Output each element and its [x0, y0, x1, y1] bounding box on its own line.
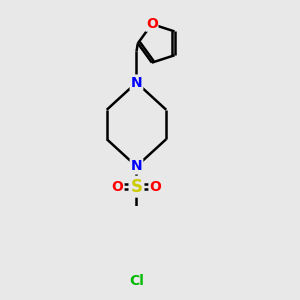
- Text: N: N: [131, 76, 142, 90]
- Text: S: S: [130, 178, 142, 196]
- Text: Cl: Cl: [129, 274, 144, 288]
- Text: O: O: [112, 180, 124, 194]
- Text: O: O: [149, 180, 161, 194]
- Text: O: O: [146, 17, 158, 31]
- Text: N: N: [131, 159, 142, 173]
